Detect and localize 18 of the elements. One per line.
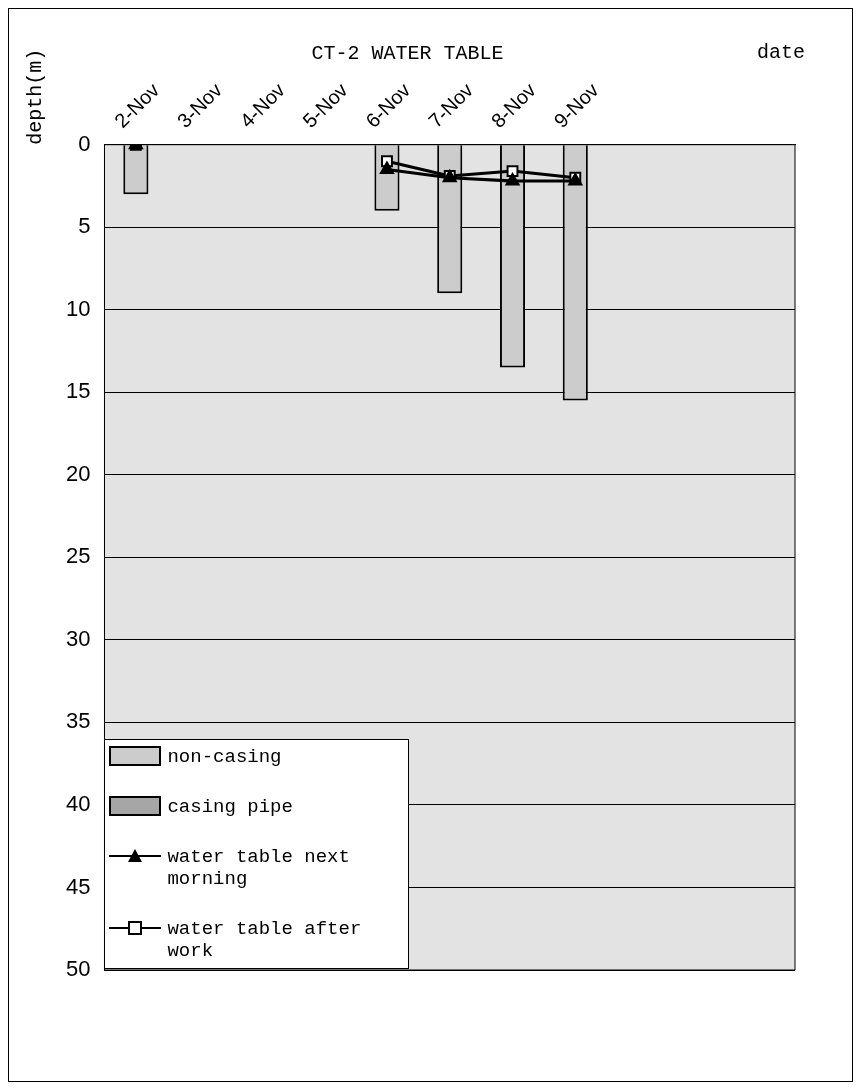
y-tick-label: 40 [65, 791, 91, 816]
y-tick-label: 5 [78, 213, 91, 239]
y-tick-label: 0 [78, 130, 91, 156]
legend-label: water table next morning [167, 846, 351, 890]
y-tick-label: 15 [65, 378, 91, 404]
y-tick-label: 20 [65, 460, 91, 486]
y-tick-label: 45 [65, 873, 91, 899]
legend-label: non-casing [167, 746, 282, 768]
y-tick-label: 25 [65, 543, 91, 569]
x-axis-title: date [756, 41, 805, 65]
y-tick-label: 50 [65, 956, 91, 982]
y-tick-label: 30 [65, 625, 91, 651]
y-axis-title: depth(m) [24, 48, 48, 145]
y-tick-label: 10 [65, 295, 91, 321]
y-tick-label: 35 [65, 708, 91, 734]
legend-label: casing pipe [167, 796, 293, 818]
legend-label: water table after work [167, 918, 363, 962]
chart-title: CT-2 WATER TABLE [311, 42, 504, 66]
